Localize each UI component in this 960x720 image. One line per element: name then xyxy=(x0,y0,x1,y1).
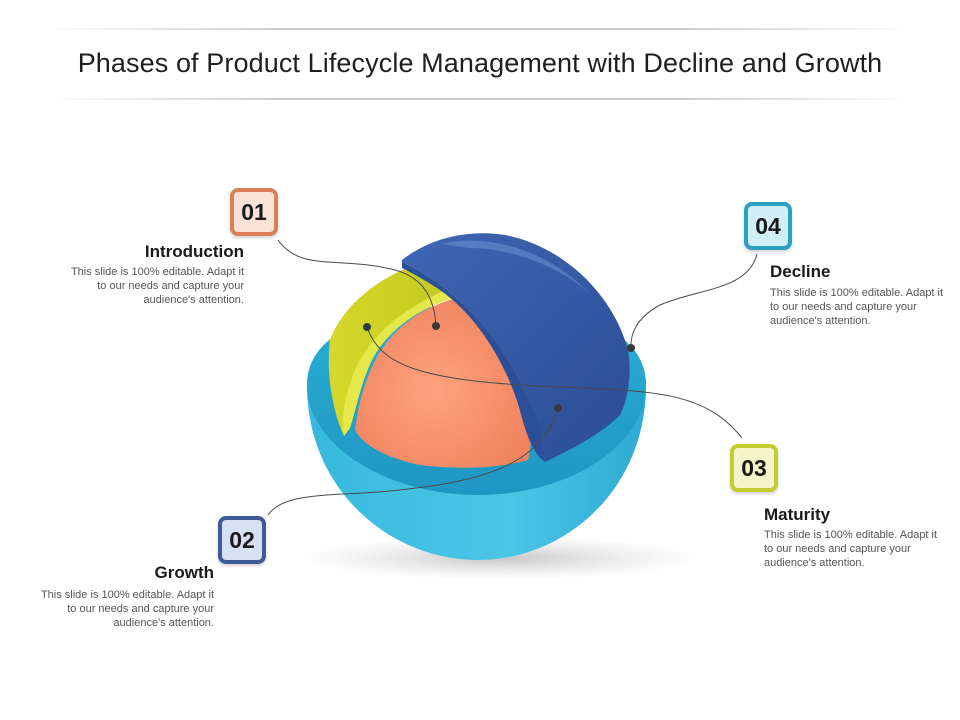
blue-shell-highlight xyxy=(440,240,595,300)
phase-label-maturity: Maturity xyxy=(764,505,831,524)
connector-dot-04 xyxy=(627,344,635,352)
phase-number-badge-03: 03 xyxy=(730,444,778,492)
connector-01 xyxy=(277,239,437,326)
phase-label-introduction: Introduction xyxy=(144,242,244,261)
title-rule-bottom xyxy=(40,98,920,100)
phase-description-maturity: This slide is 100% editable. Adapt it to… xyxy=(764,529,938,569)
connector-02 xyxy=(267,407,559,516)
phase-number-badge-02: 02 xyxy=(218,516,266,564)
connector-dot-03 xyxy=(363,323,371,331)
connector-dot-01 xyxy=(432,322,440,330)
phase-description-decline: This slide is 100% editable. Adapt it to… xyxy=(770,287,944,327)
page-title: Phases of Product Lifecycle Management w… xyxy=(77,48,883,78)
connector-04 xyxy=(630,253,758,349)
phase-number-badge-04: 04 xyxy=(744,202,792,250)
phase-label-growth: Growth xyxy=(154,563,215,582)
blue-shell-face xyxy=(402,262,545,462)
title-rule-top xyxy=(40,28,920,30)
connector-03 xyxy=(366,326,743,439)
phase-description-growth: This slide is 100% editable. Adapt it to… xyxy=(40,589,214,629)
phase-description-introduction: This slide is 100% editable. Adapt it to… xyxy=(70,266,244,306)
phase-label-decline: Decline xyxy=(770,262,831,281)
blue-shell xyxy=(402,233,630,462)
phase-number-badge-01: 01 xyxy=(230,188,278,236)
connector-dot-02 xyxy=(554,404,562,412)
